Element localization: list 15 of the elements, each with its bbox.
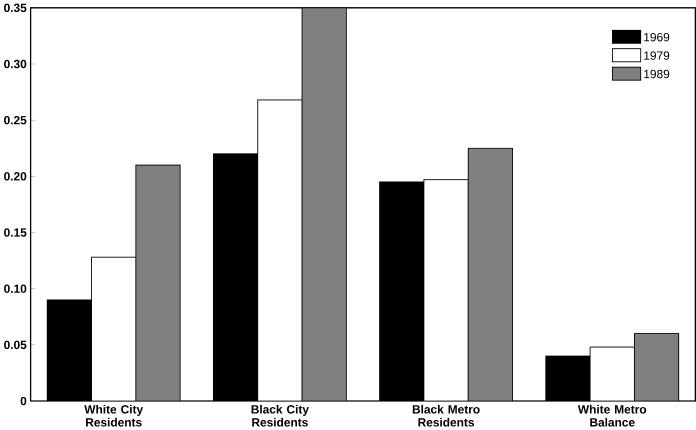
legend-label: 1979 (644, 51, 670, 60)
y-tick-label: 0.10 (4, 284, 26, 293)
x-tick-label: White City Residents (84, 404, 144, 426)
y-tick-label: 0 (20, 396, 26, 406)
x-tick-label: Black Metro Residents (412, 404, 480, 426)
y-tick-label: 0.35 (4, 4, 26, 12)
x-tick-label: Black City Residents (252, 404, 309, 426)
legend-label: 1989 (644, 70, 670, 78)
y-tick-label: 0.15 (4, 228, 26, 237)
y-tick-label: 0.05 (4, 340, 26, 349)
y-tick-label: 0.30 (4, 60, 26, 68)
y-tick-label: 0.20 (4, 172, 26, 180)
x-tick-label: White Metro Balance (578, 404, 646, 426)
legend-label: 1969 (644, 32, 670, 42)
y-tick-label: 0.25 (4, 116, 26, 124)
